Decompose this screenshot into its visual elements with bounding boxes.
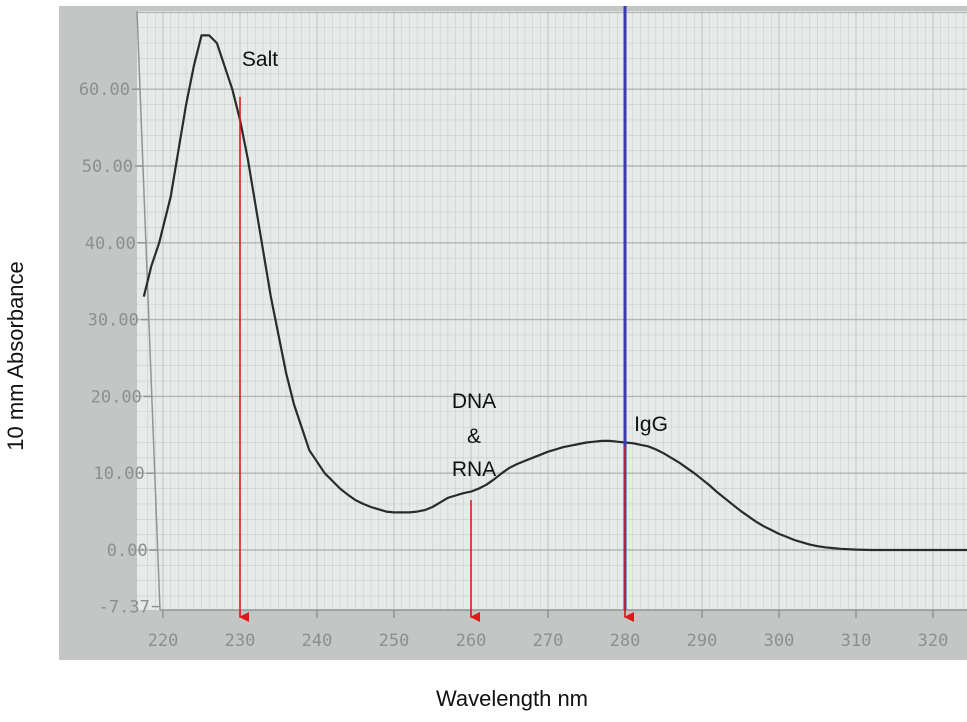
y-tick-label: 60.00	[79, 80, 130, 100]
y-tick-label: -7.37	[99, 598, 150, 618]
x-tick-label: 240	[302, 631, 333, 651]
annotations: Salt DNA & RNA IgG	[239, 48, 668, 622]
y-axis-title: 10 mm Absorbance	[3, 261, 28, 451]
x-tick-label: 320	[918, 631, 949, 651]
y-tick-label: 10.00	[94, 464, 145, 484]
y-tick-label: 40.00	[85, 234, 136, 254]
annotation-label: &	[467, 425, 481, 448]
x-tick-label: 310	[841, 631, 872, 651]
annotation-label: DNA	[452, 390, 496, 413]
axes: -7.37 0.00 10.00 20.00 30.00 40.00 50.00 60.00 2…	[79, 10, 967, 651]
x-tick-label: 280	[610, 631, 641, 651]
x-tick-label: 250	[379, 631, 410, 651]
annotation-label: Salt	[242, 48, 278, 71]
grid	[137, 11, 967, 610]
x-tick-label: 270	[533, 631, 564, 651]
x-axis-title: Wavelength nm	[436, 686, 588, 711]
annotation-label: IgG	[634, 413, 668, 436]
y-tick-label: 30.00	[88, 311, 139, 331]
annotation-label: RNA	[452, 458, 496, 481]
x-tick-label: 220	[148, 631, 179, 651]
x-tick-label: 290	[687, 631, 718, 651]
plot-area	[137, 11, 967, 610]
y-tick-label: 20.00	[91, 387, 142, 407]
x-tick-label: 300	[764, 631, 795, 651]
x-tick-label: 260	[456, 631, 487, 651]
y-tick-label: 0.00	[107, 541, 148, 561]
spectrum-series-line	[142, 34, 967, 552]
y-axis-line	[136, 10, 161, 611]
x-tick-label: 230	[225, 631, 256, 651]
y-tick-label: 50.00	[82, 157, 133, 177]
